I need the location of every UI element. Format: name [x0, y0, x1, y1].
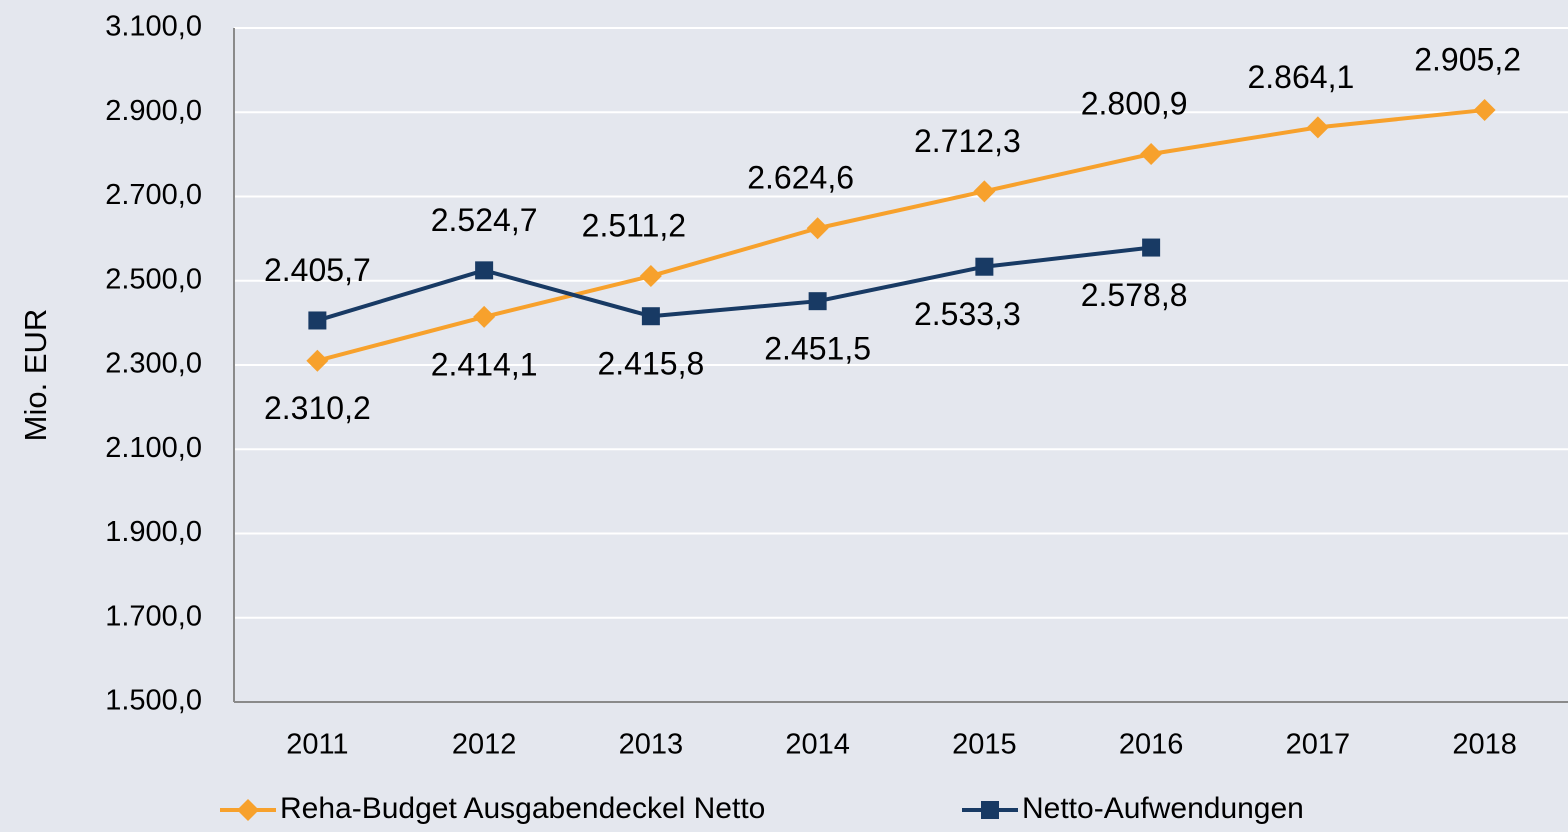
- data-label: 2.310,2: [264, 390, 371, 426]
- data-label: 2.451,5: [764, 331, 871, 367]
- x-tick-label: 2017: [1286, 729, 1351, 761]
- square-marker: [475, 261, 494, 280]
- data-label: 2.405,7: [264, 252, 371, 288]
- diamond-marker: [237, 799, 259, 821]
- square-marker: [1142, 238, 1161, 257]
- series-line: [316, 245, 1152, 323]
- y-tick-label: 1.900,0: [105, 516, 202, 548]
- y-tick-label: 2.100,0: [105, 432, 202, 464]
- legend-label: Reha-Budget Ausgabendeckel Netto: [280, 792, 765, 825]
- y-tick-label: 1.700,0: [105, 600, 202, 632]
- data-label: 2.905,2: [1414, 42, 1521, 78]
- diamond-marker: [1140, 142, 1163, 165]
- data-label: 2.415,8: [597, 346, 704, 382]
- square-marker: [641, 307, 660, 326]
- diamond-marker: [473, 305, 496, 328]
- data-label: 2.524,7: [431, 202, 538, 238]
- x-tick-label: 2016: [1119, 729, 1184, 761]
- data-label: 2.800,9: [1081, 85, 1188, 121]
- diamond-marker: [639, 265, 662, 288]
- y-tick-label: 2.500,0: [105, 263, 202, 295]
- y-tick-label: 2.300,0: [105, 348, 202, 380]
- data-label: 2.712,3: [914, 123, 1021, 159]
- diamond-marker: [1473, 99, 1496, 122]
- x-tick-label: 2011: [286, 729, 348, 761]
- y-tick-label: 2.700,0: [105, 179, 202, 211]
- y-tick-label: 2.900,0: [105, 95, 202, 127]
- data-label: 2.578,8: [1081, 277, 1188, 313]
- data-label: 2.624,6: [747, 160, 854, 196]
- square-marker: [808, 292, 827, 311]
- x-tick-label: 2012: [452, 729, 517, 761]
- data-label: 2.533,3: [914, 296, 1021, 332]
- x-tick-label: 2018: [1452, 729, 1517, 761]
- data-label: 2.511,2: [582, 207, 686, 243]
- diamond-marker: [306, 349, 329, 372]
- x-tick-label: 2013: [619, 729, 684, 761]
- data-label: 2.414,1: [431, 346, 538, 382]
- diamond-marker: [806, 217, 829, 240]
- series-line: [316, 108, 1485, 363]
- y-tick-label: 1.500,0: [105, 685, 202, 717]
- diamond-marker: [1306, 116, 1329, 139]
- y-axis-label: Mio. EUR: [18, 309, 53, 442]
- square-marker: [308, 311, 327, 330]
- diamond-marker: [973, 180, 996, 203]
- legend-label: Netto-Aufwendungen: [1022, 792, 1304, 825]
- square-marker: [975, 257, 994, 276]
- x-tick-label: 2015: [952, 729, 1017, 761]
- x-tick-label: 2014: [785, 729, 850, 761]
- y-tick-label: 3.100,0: [105, 11, 202, 43]
- square-marker: [981, 801, 999, 819]
- data-label: 2.864,1: [1247, 59, 1354, 95]
